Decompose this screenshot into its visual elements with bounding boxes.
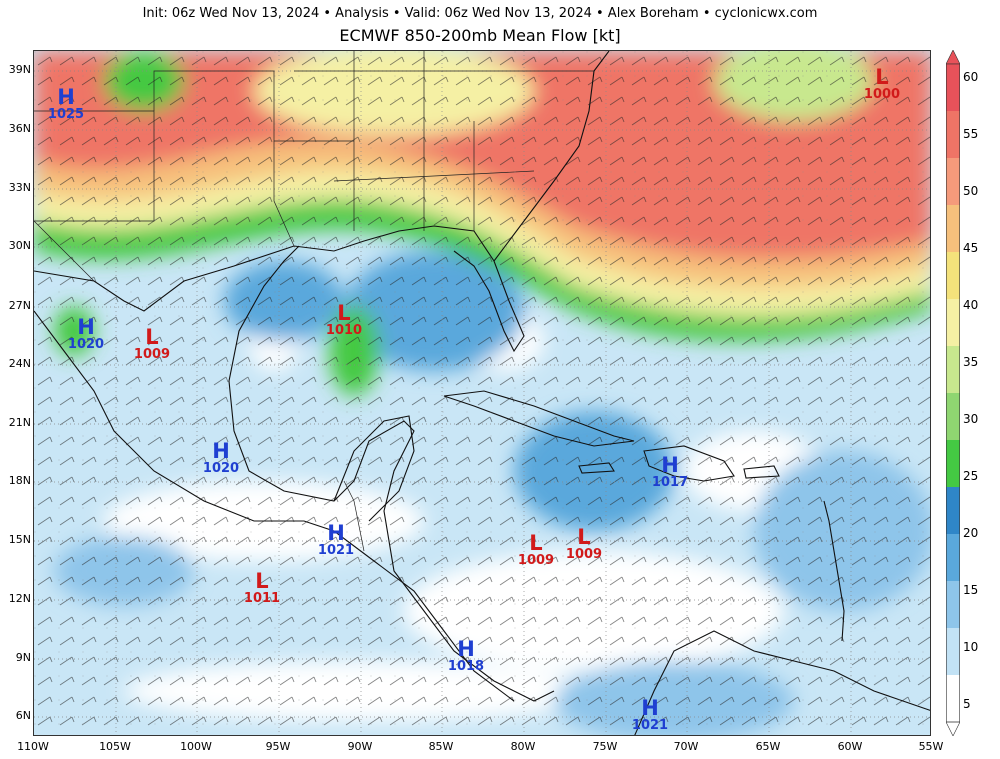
colorbar-segment	[946, 346, 960, 394]
lat-label: 24N	[8, 357, 31, 370]
low-pressure-center: L 1010	[325, 301, 363, 338]
colorbar-segment	[946, 675, 960, 723]
map-title: ECMWF 850-200mb Mean Flow [kt]	[339, 26, 621, 45]
high-pressure-center: H 1020	[202, 439, 240, 476]
colorbar-segment	[946, 205, 960, 253]
colorbar-tick: 50	[963, 184, 979, 198]
lat-label: 33N	[8, 181, 31, 194]
lon-label: 105W	[99, 740, 131, 753]
colorbar-segment	[946, 393, 960, 441]
colorbar-segment	[946, 64, 960, 112]
low-pressure-center: L 1009	[517, 531, 555, 568]
high-pressure-center: H 1017	[651, 453, 689, 490]
lat-label: 27N	[8, 299, 31, 312]
high-pressure-center: H 1021	[631, 696, 669, 733]
high-pressure-center: H 1021	[317, 521, 355, 558]
lat-label: 39N	[8, 63, 31, 76]
lat-label: 12N	[8, 592, 31, 605]
colorbar-tick: 55	[963, 127, 979, 141]
map-panel[interactable]	[33, 50, 931, 736]
colorbar-tick: 45	[963, 241, 979, 255]
colorbar-segment	[946, 487, 960, 535]
lon-label: 60W	[837, 740, 863, 753]
lat-label: 15N	[8, 533, 31, 546]
colorbar-segment	[946, 534, 960, 582]
colorbar-tick: 30	[963, 412, 979, 426]
init-info-line: Init: 06z Wed Nov 13, 2024 • Analysis • …	[142, 6, 818, 21]
colorbar-tick: 60	[963, 70, 979, 84]
colorbar-segment	[946, 252, 960, 300]
lat-label: 18N	[8, 474, 31, 487]
lon-label: 65W	[755, 740, 781, 753]
low-pressure-center: L 1011	[243, 569, 281, 606]
high-pressure-center: H 1018	[447, 637, 485, 674]
lat-label: 9N	[15, 651, 31, 664]
colorbar-segment	[946, 440, 960, 488]
low-pressure-center: L 1009	[565, 525, 603, 562]
colorbar-tick: 20	[963, 526, 979, 540]
lat-label: 21N	[8, 416, 31, 429]
lon-label: 80W	[510, 740, 536, 753]
lat-label: 30N	[8, 239, 31, 252]
lon-label: 100W	[180, 740, 212, 753]
low-pressure-center: L 1009	[133, 325, 171, 362]
colorbar-tick: 25	[963, 469, 979, 483]
lon-label: 90W	[347, 740, 373, 753]
colorbar-arrow-top	[946, 50, 960, 65]
colorbar-tick: 10	[963, 640, 979, 654]
lon-label: 55W	[918, 740, 944, 753]
lon-label: 95W	[265, 740, 291, 753]
colorbar-tick: 15	[963, 583, 979, 597]
colorbar-segment	[946, 299, 960, 347]
lon-label: 70W	[673, 740, 699, 753]
colorbar-segment	[946, 581, 960, 629]
high-pressure-center: H 1025	[47, 85, 85, 122]
colorbar-segment	[946, 111, 960, 159]
high-pressure-center: H 1020	[67, 315, 105, 352]
low-pressure-center: L 1000	[863, 65, 901, 102]
wind-speed-field	[34, 51, 930, 735]
lat-label: 36N	[8, 122, 31, 135]
colorbar-tick: 35	[963, 355, 979, 369]
lon-label: 75W	[592, 740, 618, 753]
colorbar-arrow-bottom	[946, 721, 960, 736]
lon-label: 110W	[17, 740, 49, 753]
colorbar-tick: 5	[963, 697, 971, 711]
colorbar	[946, 50, 960, 736]
lon-label: 85W	[428, 740, 454, 753]
lat-label: 6N	[15, 709, 31, 722]
colorbar-tick: 40	[963, 298, 979, 312]
colorbar-segment	[946, 158, 960, 206]
colorbar-segment	[946, 628, 960, 676]
colorbar-outline	[946, 63, 960, 723]
